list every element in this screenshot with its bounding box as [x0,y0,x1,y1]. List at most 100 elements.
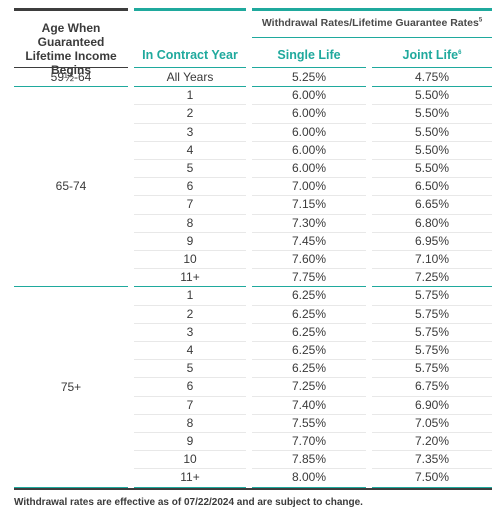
table-row: 1 6.00% 5.50% [0,86,498,104]
table-row: 6 7.00% 6.50% [0,177,498,195]
table-row: 7 7.15% 6.65% [0,195,498,213]
contract-year-cell: 6 [186,179,194,194]
table-row: 11+ 7.75% 7.25% [0,268,498,286]
row-separator [372,304,492,306]
joint-life-cell: 6.95% [414,233,450,248]
row-separator [252,250,366,251]
single-life-cell: 6.25% [291,343,327,357]
row-separator [372,122,492,124]
row-separator [372,413,492,415]
row-separator [134,359,246,361]
age-group-separator [14,486,128,488]
age-header-bottom-rule [14,67,128,68]
contract-year-column-top-bar [134,8,246,11]
joint-life-cell: 7.20% [414,434,450,448]
row-separator [252,450,366,452]
row-separator [134,486,246,488]
row-separator [252,304,366,306]
row-separator [372,450,492,452]
table-row: 9 7.70% 7.20% [0,432,498,450]
row-separator [252,359,366,361]
table-row: 10 7.85% 7.35% [0,450,498,468]
row-separator [372,104,492,106]
row-separator [134,450,246,452]
row-separator [372,468,492,470]
row-separator [252,413,366,415]
single-life-cell: 6.25% [291,361,327,376]
table-row: 3 6.25% 5.75% [0,323,498,341]
age-group-label: 65-74 [55,179,87,194]
joint-life-cell: 7.50% [414,470,450,485]
single-life-cell: 7.85% [291,452,327,467]
joint-life-cell: 5.50% [414,88,450,103]
contract-year-cell: 10 [183,252,197,266]
row-separator [372,195,492,197]
contract-year-cell: 11+ [180,270,200,285]
row-separator [134,468,246,470]
contract-year-cell: 1 [186,88,194,103]
table-row: 8 7.30% 6.80% [0,214,498,232]
table-bottom-rule [14,487,492,490]
table-row: 9 7.45% 6.95% [0,232,498,250]
joint-life-cell: 5.50% [414,124,450,139]
table-row: 11+ 8.00% 7.50% [0,468,498,486]
age-group-label: 75+ [60,379,82,394]
row-separator [134,304,246,306]
joint-life-header: Joint Life6 [372,48,492,62]
row-separator [134,213,246,215]
contract-year-cell: 10 [183,452,197,467]
row-separator [134,268,246,270]
joint-life-cell: 5.75% [414,306,450,321]
joint-life-cell: 5.75% [414,361,450,376]
joint-life-cell: 5.50% [414,161,450,175]
joint-life-footnote-marker: 6 [458,49,462,56]
row-separator [134,86,246,88]
table-row: 10 7.60% 7.10% [0,250,498,268]
row-separator [252,159,366,160]
age-column-top-bar [14,8,128,11]
contract-year-cell: 1 [186,288,194,303]
contract-year-cell: 8 [186,415,194,430]
single-life-cell: 6.25% [291,306,327,321]
contract-year-cell: 5 [186,161,194,175]
single-life-cell: 6.25% [291,288,327,303]
joint-life-cell: 5.75% [414,343,450,357]
joint-life-cell: 6.75% [414,379,450,394]
row-separator [252,86,366,88]
table-row: 2 6.00% 5.50% [0,104,498,122]
joint-life-cell: 6.65% [414,197,450,212]
row-separator [252,231,366,233]
single-life-cell: 7.15% [291,197,327,212]
table-row: 6 7.25% 6.75% [0,377,498,395]
contract-year-cell: 3 [186,324,194,339]
row-separator [134,104,246,106]
row-separator [372,377,492,379]
joint-life-cell: 5.50% [414,142,450,157]
single-life-cell: 7.30% [291,215,327,230]
contract-year-cell: 2 [186,106,194,121]
row-separator [134,177,246,179]
joint-life-cell: 7.05% [414,415,450,430]
row-separator [252,286,366,288]
single-life-cell: 6.00% [291,124,327,139]
single-life-cell: 7.70% [291,434,327,448]
row-separator [252,395,366,397]
table-row: All Years 5.25% 4.75% [0,68,498,86]
row-separator [134,231,246,233]
single-life-cell: 7.25% [291,379,327,394]
table-row: 8 7.55% 7.05% [0,414,498,432]
contract-year-cell: 7 [186,397,194,412]
single-life-cell: 7.75% [291,270,327,285]
row-separator [252,195,366,197]
rates-group-header-label: Withdrawal Rates/Lifetime Guarantee Rate… [261,17,479,29]
row-separator [134,195,246,197]
joint-life-header-bottom-rule [372,67,492,68]
row-separator [134,250,246,251]
row-separator [134,159,246,160]
rates-group-top-bar [252,8,492,11]
single-life-cell: 5.25% [291,70,327,84]
single-life-cell: 6.00% [291,161,327,175]
row-separator [252,486,366,488]
single-life-cell: 7.60% [291,252,327,266]
table-row: 1 6.25% 5.75% [0,286,498,304]
